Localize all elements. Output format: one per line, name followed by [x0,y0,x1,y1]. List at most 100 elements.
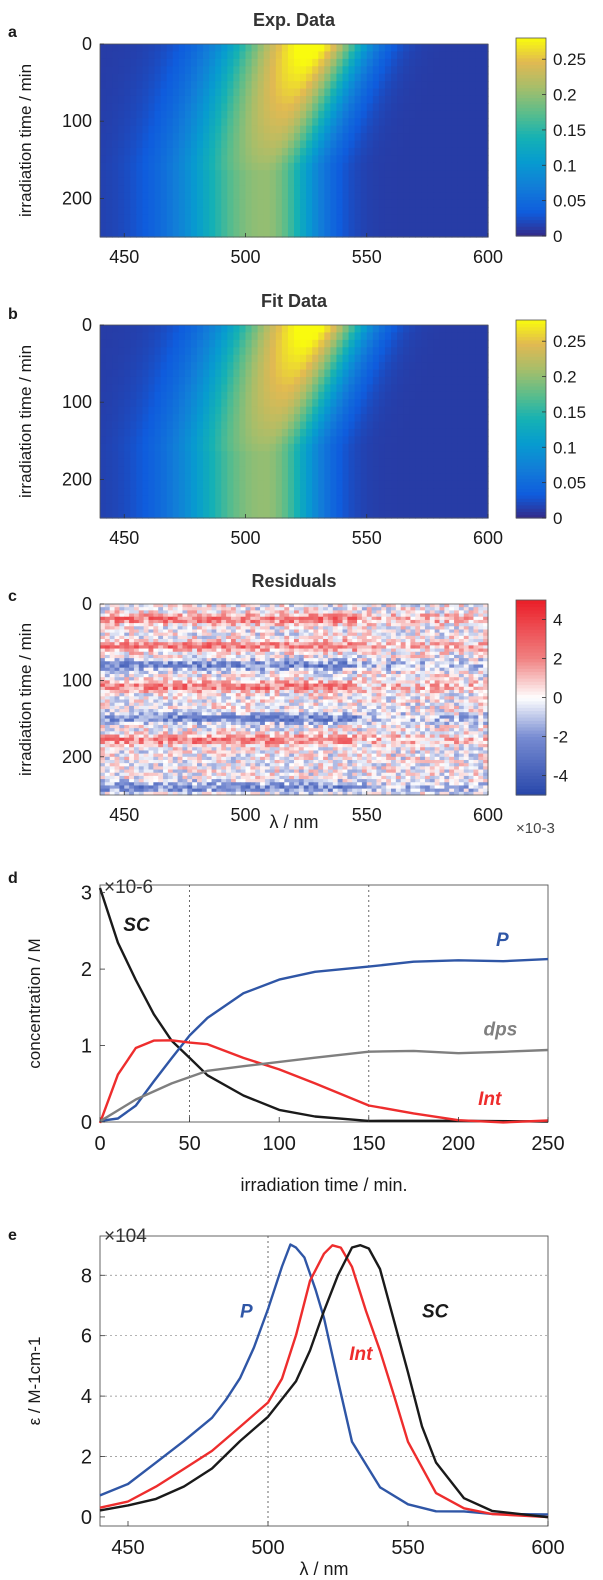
heatmap-cell [142,222,150,231]
heatmap-cell [366,616,373,621]
heatmap-cell [342,626,348,630]
heatmap-cell [166,103,174,112]
heatmap-cell [269,325,277,334]
heatmap-cell [381,623,387,627]
heatmap-cell [182,661,188,665]
heatmap-cell [166,177,174,186]
heatmap-cell [160,458,168,467]
heatmap-cell [378,177,386,186]
heatmap-cell [118,436,125,445]
heatmap-cell [427,103,435,112]
heatmap-cell [451,332,459,341]
heatmap-cell [294,44,301,53]
heatmap-cell [221,473,228,482]
heatmap-cell [439,414,447,423]
heatmap-cell [245,347,253,356]
heatmap-cell [197,488,204,497]
heatmap-cell [192,626,198,630]
heatmap-cell [114,604,120,608]
heatmap-cell [166,354,174,363]
heatmap-cell [100,629,106,634]
heatmap-cell [221,339,228,348]
heatmap-cell [112,133,119,142]
heatmap-cell [420,616,426,621]
heatmap-cell [269,51,277,60]
heatmap-cell [397,332,404,341]
colorbar-segment [516,199,546,204]
heatmap-cell [209,58,216,67]
x-tick-label: 550 [352,247,382,267]
heatmap-cell [209,406,216,415]
heatmap-cell [415,421,422,430]
heatmap-cell [313,658,319,662]
heatmap-cell [160,147,168,156]
heatmap-cell [445,95,453,104]
heatmap-cell [384,510,392,519]
heatmap-cell [294,626,300,630]
heatmap-cell [457,399,465,408]
heatmap-cell [468,642,474,646]
heatmap-cell [138,610,145,615]
heatmap-cell [469,325,477,334]
heatmap-cell [257,51,265,60]
heatmap-cell [245,192,253,201]
heatmap-cell [348,332,356,341]
heatmap-cell [167,619,174,624]
heatmap-cell [100,147,107,156]
heatmap-cell [197,480,204,489]
x-tick-label: 450 [109,247,139,267]
heatmap-cell [166,421,174,430]
heatmap-cell [421,428,428,437]
heatmap-cell [100,207,107,216]
heatmap-cell [449,658,455,662]
heatmap-cell [172,192,180,201]
heatmap-cell [434,632,440,637]
heatmap-cell [300,170,307,179]
heatmap-cell [372,354,380,363]
heatmap-cell [366,503,374,512]
heatmap-cell [409,428,416,437]
heatmap-cell [190,384,198,393]
heatmap-cell [366,645,373,650]
heatmap-cell [439,629,445,634]
heatmap-cell [209,332,216,341]
heatmap-cell [405,613,411,618]
heatmap-cell [384,125,392,134]
heatmap-cell [313,619,319,624]
heatmap-cell [124,81,131,90]
heatmap-cell [337,604,343,608]
heatmap-cell [251,332,259,341]
heatmap-cell [330,391,338,400]
heatmap-cell [178,147,186,156]
heatmap-cell [106,503,113,512]
heatmap-cell [337,613,343,618]
heatmap-cell [366,658,373,662]
heatmap-cell [166,503,174,512]
colorbar-tick-label: 0.25 [553,50,586,69]
heatmap-cell [337,632,343,637]
heatmap-cell [421,354,428,363]
heatmap-cell [463,626,470,630]
heatmap-cell [451,58,459,67]
heatmap-cell [294,495,301,504]
heatmap-cell [372,133,380,142]
heatmap-cell [451,147,459,156]
heatmap-cells [100,604,489,796]
heatmap-cell [138,658,145,662]
heatmap-cell [354,162,362,171]
heatmap-cell [160,466,168,475]
heatmap-cell [384,95,392,104]
heatmap-cell [178,73,186,82]
heatmap-cell [192,623,198,627]
heatmap-cell [318,613,324,618]
heatmap-cell [391,658,397,662]
heatmap-cell [378,466,386,475]
heatmap-cell [384,480,392,489]
heatmap-cell [203,51,210,60]
heatmap-cell [475,495,483,504]
heatmap-cell [197,177,204,186]
heatmap-cell [279,629,285,634]
heatmap-cell [178,222,186,231]
heatmap-cell [439,623,445,627]
heatmap-cell [294,510,301,519]
